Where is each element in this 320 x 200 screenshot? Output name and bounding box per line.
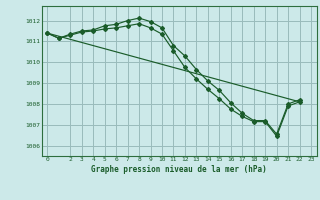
X-axis label: Graphe pression niveau de la mer (hPa): Graphe pression niveau de la mer (hPa)	[91, 165, 267, 174]
